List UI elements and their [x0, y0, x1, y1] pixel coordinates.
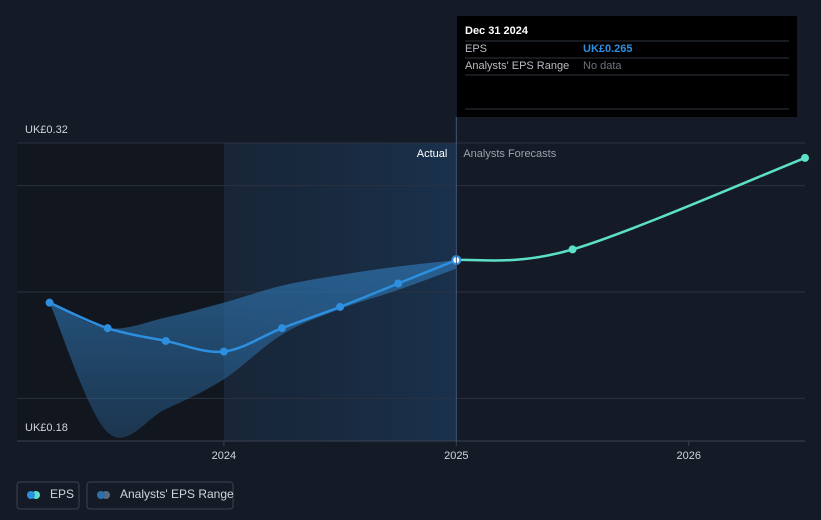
y-tick-label: UK£0.32	[25, 124, 68, 136]
tooltip-value: UK£0.265	[583, 43, 633, 55]
legend-swatch	[97, 491, 105, 499]
eps-point	[161, 336, 170, 345]
x-tick-label: 2024	[212, 450, 236, 462]
eps-point	[219, 347, 228, 356]
eps-point	[103, 324, 112, 333]
forecast-point	[568, 245, 577, 254]
eps-point	[336, 302, 345, 311]
eps-line	[456, 156, 806, 262]
y-tick-label: UK£0.18	[25, 422, 68, 434]
legend-item[interactable]: EPS	[16, 481, 80, 510]
forecast-label: Analysts Forecasts	[463, 148, 556, 160]
tooltip-date: Dec 31 2024	[465, 25, 529, 37]
eps-point	[277, 324, 286, 333]
x-tick-label: 2026	[677, 450, 701, 462]
legend-label[interactable]: EPS	[50, 487, 74, 501]
tooltip-box	[457, 16, 797, 117]
legend-item[interactable]: Analysts' EPS Range	[86, 481, 234, 510]
x-tick-label: 2025	[444, 450, 468, 462]
tooltip-value: No data	[583, 60, 622, 72]
actual-label: Actual	[417, 148, 448, 160]
eps-point	[45, 298, 54, 307]
legend-label[interactable]: Analysts' EPS Range	[120, 487, 234, 501]
tooltip-label: Analysts' EPS Range	[465, 60, 569, 72]
eps-line	[49, 258, 457, 354]
eps-point	[394, 279, 403, 288]
forecast-point	[801, 153, 809, 162]
tooltip-label: EPS	[465, 43, 487, 55]
legend-swatch	[27, 491, 35, 499]
eps-range-band	[49, 260, 457, 438]
legend-button[interactable]	[86, 481, 234, 510]
legend-button[interactable]	[16, 481, 80, 510]
